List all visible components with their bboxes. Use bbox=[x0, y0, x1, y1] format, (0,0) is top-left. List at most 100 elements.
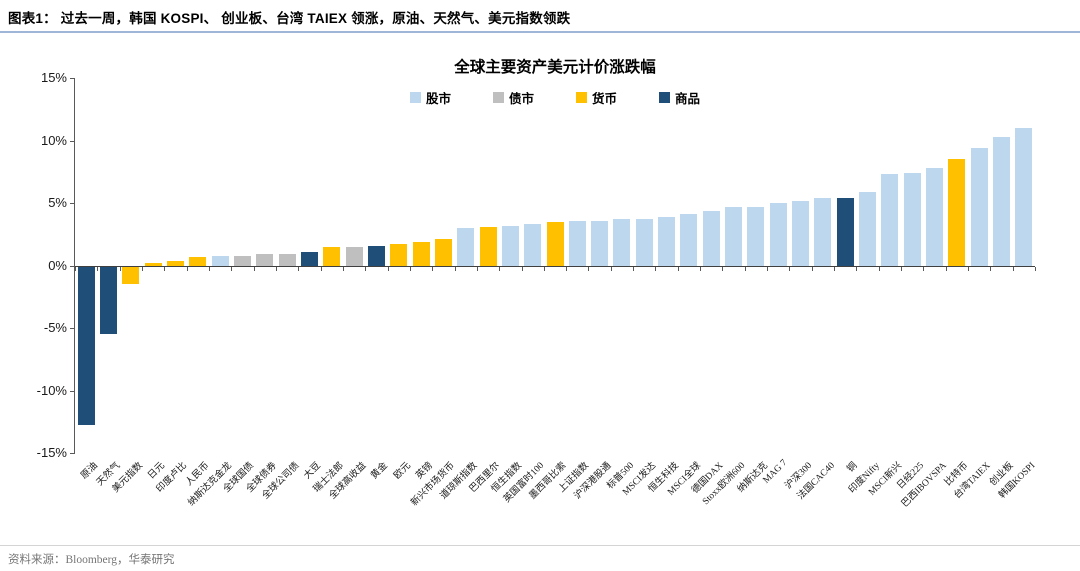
y-axis-label: 10% bbox=[40, 132, 67, 148]
x-axis-tick bbox=[164, 267, 166, 271]
bar-上证指数 bbox=[568, 220, 586, 266]
bar-瑞士法郎 bbox=[323, 246, 341, 266]
x-axis-tick bbox=[856, 267, 858, 271]
bar-新兴市场货币 bbox=[434, 239, 452, 266]
x-axis-tick bbox=[320, 267, 322, 271]
x-axis-tick bbox=[1012, 267, 1014, 271]
x-axis-tick bbox=[275, 267, 277, 271]
legend-item-currency: 货币 bbox=[576, 88, 617, 107]
bar-法国CAC40 bbox=[814, 198, 832, 266]
x-axis-tick bbox=[186, 267, 188, 271]
bar-道琼斯指数 bbox=[457, 228, 475, 266]
x-axis-labels: 原油 天然气 美元指数 日元 印度卢比 人民币 纳斯达克金龙 全球国债 全球债券 全球公司债 大豆瑞… bbox=[75, 458, 1038, 543]
chart-title: 全球主要资产美元计价涨跌幅 bbox=[454, 59, 656, 76]
y-axis-label: -5% bbox=[43, 320, 67, 335]
x-axis-tick bbox=[677, 267, 679, 271]
bar-恒生指数 bbox=[501, 225, 519, 266]
x-axis-tick bbox=[968, 267, 970, 271]
x-axis-tick bbox=[141, 267, 143, 271]
legend-label: 债市 bbox=[508, 92, 534, 106]
bar-台湾TAIEX bbox=[970, 148, 988, 266]
bar-英镑 bbox=[412, 241, 430, 266]
bar-英国富时100 bbox=[524, 224, 542, 266]
bar-标普500 bbox=[613, 219, 631, 266]
x-axis-tick bbox=[499, 267, 501, 271]
x-axis-tick bbox=[655, 267, 657, 271]
y-axis-tick bbox=[70, 390, 75, 392]
legend-label: 商品 bbox=[675, 92, 701, 106]
x-axis-tick bbox=[588, 267, 590, 271]
bar-恒生科技 bbox=[658, 216, 676, 266]
zero-axis-line bbox=[74, 265, 1035, 267]
x-axis-tick bbox=[901, 267, 903, 271]
x-axis-tick bbox=[1035, 267, 1036, 271]
legend-label: 货币 bbox=[592, 92, 618, 106]
bar-日经225 bbox=[903, 173, 921, 266]
bar-天然气 bbox=[99, 266, 117, 334]
bar-MSCI发达 bbox=[635, 219, 653, 266]
bar-日元 bbox=[144, 263, 162, 266]
bar-MSCI全球 bbox=[680, 214, 698, 266]
x-axis-tick bbox=[543, 267, 545, 271]
bar-大豆 bbox=[300, 251, 318, 266]
legend-swatch-icon bbox=[659, 92, 671, 103]
y-axis-label: 5% bbox=[48, 195, 67, 210]
bar-人民币 bbox=[189, 256, 207, 266]
y-axis-tick bbox=[70, 265, 75, 267]
chart-legend: 股市 债市 货币 商品 bbox=[75, 88, 1035, 107]
bar-印度卢比 bbox=[166, 260, 184, 266]
bar-全球公司债 bbox=[278, 254, 296, 266]
bar-巴西里尔 bbox=[479, 226, 497, 266]
bar-欧元 bbox=[390, 244, 408, 266]
y-axis-label: 0% bbox=[48, 257, 67, 273]
legend-item-commodity: 商品 bbox=[659, 88, 700, 107]
x-axis-tick bbox=[231, 267, 233, 271]
source-note: 资料来源：Bloomberg，华泰研究 bbox=[8, 554, 175, 566]
y-axis-tick bbox=[70, 203, 75, 204]
y-axis-label: 15% bbox=[40, 70, 67, 85]
legend-item-stock: 股市 bbox=[409, 88, 451, 107]
bar-MAG 7 bbox=[769, 203, 787, 266]
legend-item-bond: 债市 bbox=[492, 88, 534, 107]
x-axis-tick bbox=[722, 267, 724, 271]
bar-原油 bbox=[77, 266, 95, 426]
bar-比特币 bbox=[948, 159, 966, 266]
bar-巴西IBOVSPA bbox=[926, 168, 944, 266]
x-axis-tick bbox=[878, 267, 880, 271]
bar-德国DAX bbox=[702, 210, 720, 266]
footer-divider bbox=[0, 545, 1080, 546]
bar-韩国KOSPI bbox=[1015, 128, 1033, 266]
x-axis-tick bbox=[253, 267, 255, 271]
y-axis-label: -10% bbox=[36, 382, 67, 398]
x-axis-tick bbox=[432, 267, 434, 271]
x-axis-tick bbox=[633, 267, 635, 271]
bar-全球国债 bbox=[233, 255, 251, 266]
x-axis-tick bbox=[566, 267, 568, 271]
x-axis-tick bbox=[945, 267, 947, 271]
x-axis-tick bbox=[365, 267, 367, 271]
x-axis-tick bbox=[298, 267, 300, 271]
x-axis-tick bbox=[923, 267, 925, 271]
x-axis-tick bbox=[75, 267, 76, 271]
x-axis-label: 黄金 bbox=[369, 460, 391, 482]
x-axis-tick bbox=[744, 267, 746, 271]
y-axis-label: -15% bbox=[36, 445, 67, 460]
x-axis-tick bbox=[789, 267, 791, 271]
x-axis-tick bbox=[521, 267, 523, 271]
x-axis-tick bbox=[610, 267, 612, 271]
bar-美元指数 bbox=[122, 266, 140, 284]
bar-全球债券 bbox=[256, 254, 274, 266]
bar-铜 bbox=[836, 198, 854, 266]
bar-纳斯达克 bbox=[747, 206, 765, 266]
x-axis-tick bbox=[97, 267, 99, 271]
bar-沪深港股通 bbox=[591, 220, 609, 266]
legend-swatch-icon bbox=[576, 92, 587, 103]
x-axis-tick bbox=[342, 267, 344, 271]
x-axis-tick bbox=[767, 267, 769, 271]
y-axis-tick bbox=[70, 453, 75, 454]
bar-黄金 bbox=[367, 245, 385, 266]
y-axis-tick bbox=[70, 328, 75, 329]
figure-caption: 图表1： 过去一周，韩国 KOSPI、 创业板、台湾 TAIEX 领涨，原油、天… bbox=[8, 11, 571, 26]
bar-纳斯达克金龙 bbox=[211, 255, 229, 266]
